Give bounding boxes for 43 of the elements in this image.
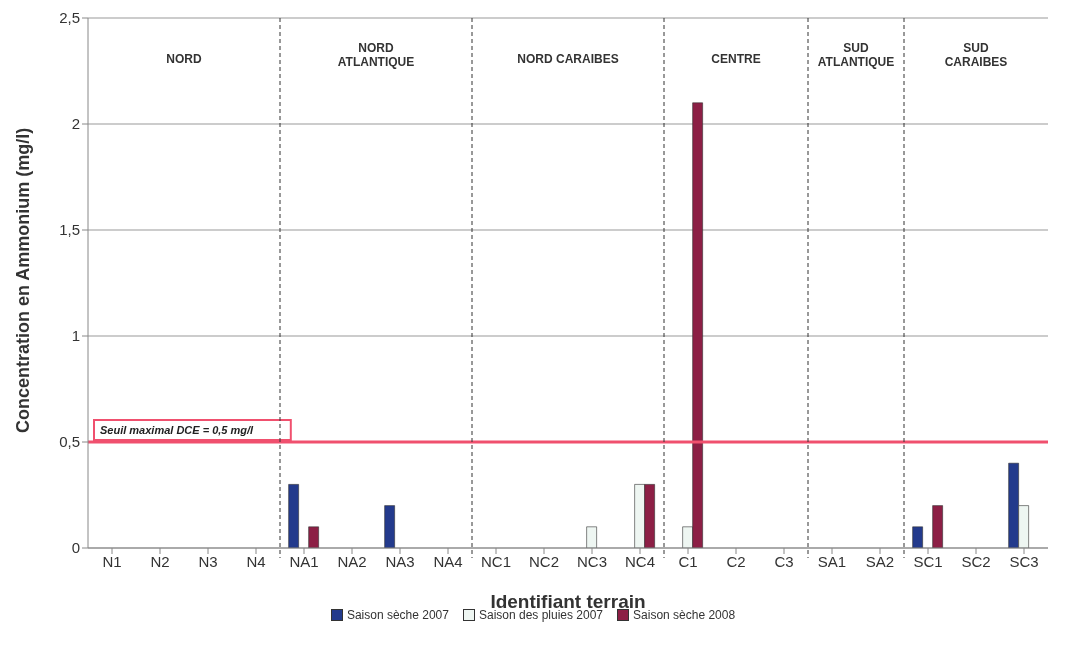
x-tick-label: NA2: [337, 552, 367, 570]
bar: [586, 526, 597, 548]
x-tick-label: C2: [726, 552, 746, 570]
legend-label: Saison sèche 2007: [346, 608, 449, 622]
y-tick-label: 2,5: [59, 9, 80, 27]
y-tick-label: 2: [71, 115, 80, 133]
y-tick-label: 0: [71, 539, 80, 557]
x-tick-label: SC2: [961, 552, 991, 570]
y-axis-title: Concentration en Ammonium (mg/l): [13, 127, 34, 433]
bar: [912, 526, 923, 548]
x-tick-label: NC3: [576, 552, 608, 570]
x-tick-label: NC4: [624, 552, 656, 570]
bar: [288, 484, 299, 548]
x-tick-label: SC3: [1009, 552, 1039, 570]
x-tick-label: N3: [198, 552, 218, 570]
annotation: NORD CARAIBES: [517, 52, 619, 66]
x-tick-label: C3: [774, 552, 794, 570]
x-tick-label: N1: [102, 552, 122, 570]
annotation: SUD ATLANTIQUE: [817, 41, 895, 69]
annotation: CENTRE: [711, 52, 761, 66]
legend-label: Saison sèche 2008: [633, 608, 736, 622]
bar: [932, 505, 943, 548]
annotation: NORD: [166, 52, 202, 66]
x-tick-label: SC1: [913, 552, 943, 570]
ref-line-label: Seuil maximal DCE = 0,5 mg/l: [100, 424, 255, 436]
legend-label: Saison des pluies 2007: [478, 608, 604, 622]
x-tick-label: C1: [678, 552, 698, 570]
x-tick-label: N2: [150, 552, 170, 570]
y-tick-label: 0,5: [59, 433, 80, 451]
bar: [308, 526, 319, 548]
y-tick-label: 1,5: [59, 221, 80, 239]
x-tick-label: N4: [246, 552, 266, 570]
annotation: SUD CARAIBES: [944, 41, 1008, 69]
x-tick-label: NA1: [289, 552, 319, 570]
x-tick-label: NC1: [480, 552, 512, 570]
x-tick-label: NA4: [433, 552, 463, 570]
y-tick-label: 1: [71, 327, 80, 345]
x-tick-label: SA2: [865, 552, 895, 570]
x-tick-label: SA1: [817, 552, 847, 570]
x-tick-label: NA3: [385, 552, 415, 570]
annotation: NORD ATLANTIQUE: [337, 41, 415, 69]
x-tick-label: NC2: [528, 552, 560, 570]
bar: [384, 505, 395, 548]
